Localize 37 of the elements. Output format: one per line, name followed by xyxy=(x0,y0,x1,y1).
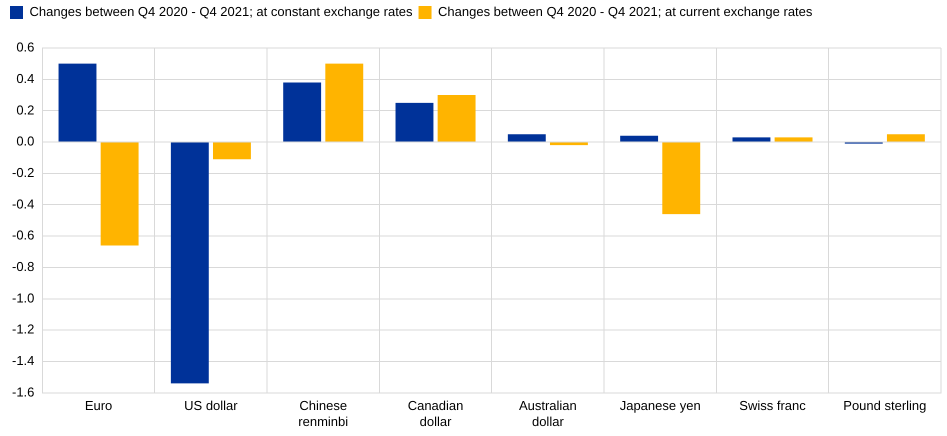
bar xyxy=(212,142,251,160)
y-tick-label: 0.0 xyxy=(16,134,34,149)
y-tick-label: -0.8 xyxy=(12,258,34,274)
y-tick-label: 0.4 xyxy=(16,70,34,86)
bar xyxy=(508,134,546,142)
y-tick-label: 0.6 xyxy=(16,40,34,55)
y-tick-label: -0.4 xyxy=(12,196,34,212)
bar xyxy=(58,64,96,142)
bar xyxy=(774,137,813,142)
y-tick-label: -1.2 xyxy=(12,322,34,337)
x-tick-label: Japanese yen xyxy=(620,398,701,414)
y-tick-label: -0.6 xyxy=(12,228,34,243)
x-tick-label: Chinese renminbi xyxy=(298,398,348,429)
y-tick-label: 0.2 xyxy=(16,102,34,118)
bar xyxy=(170,142,209,384)
y-tick-label: -1.6 xyxy=(12,384,34,400)
y-tick-label: -1.0 xyxy=(12,290,34,306)
bar xyxy=(550,142,588,146)
bar xyxy=(662,142,700,214)
x-tick-label: Canadian dollar xyxy=(408,398,464,429)
bar xyxy=(100,142,139,246)
bar xyxy=(396,102,434,142)
x-tick-label: Australian dollar xyxy=(518,398,577,429)
x-tick-label: Euro xyxy=(84,398,112,414)
x-tick-label: Swiss franc xyxy=(739,398,806,414)
bar xyxy=(438,95,476,142)
y-tick-label: -0.2 xyxy=(12,164,34,180)
legend-label: Changes between Q4 2020 - Q4 2021; at current exchange rates xyxy=(438,4,813,20)
x-tick-label: Pound sterling xyxy=(843,398,926,414)
bar xyxy=(732,137,770,142)
bar xyxy=(886,134,925,142)
bar xyxy=(620,136,658,142)
legend-label: Changes between Q4 2020 - Q4 2021; at constant exchange rates xyxy=(30,4,414,20)
y-tick-label: -1.4 xyxy=(12,353,34,368)
bar xyxy=(283,82,322,142)
bar xyxy=(325,64,364,142)
x-tick-label: US dollar xyxy=(184,398,238,414)
